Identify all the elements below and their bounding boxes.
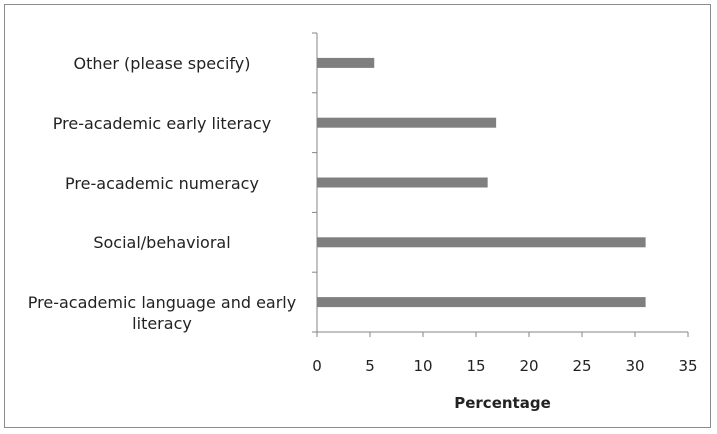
category-label: Pre-academic language and early literacy [27,293,297,334]
x-tick-label: 30 [625,357,645,375]
x-tick-label: 10 [413,357,433,375]
bar [317,57,375,68]
x-tick-label: 35 [678,357,698,375]
category-label: Pre-academic numeracy [65,173,259,193]
bar [317,117,497,128]
x-tick-label: 20 [519,357,539,375]
bar [317,297,646,308]
x-tick-label: 25 [572,357,592,375]
category-label: Social/behavioral [93,233,231,253]
bar [317,237,646,248]
category-label: Pre-academic early literacy [52,113,272,133]
chart-frame: Other (please specify) Pre-academic early… [4,4,711,428]
x-tick-label: 0 [312,357,322,375]
bar [317,177,488,188]
x-axis-title: Percentage [454,394,551,412]
category-label: Other (please specify) [73,53,251,73]
chart-plot [312,32,689,337]
x-tick-label: 15 [466,357,486,375]
x-tick-label: 5 [365,357,375,375]
